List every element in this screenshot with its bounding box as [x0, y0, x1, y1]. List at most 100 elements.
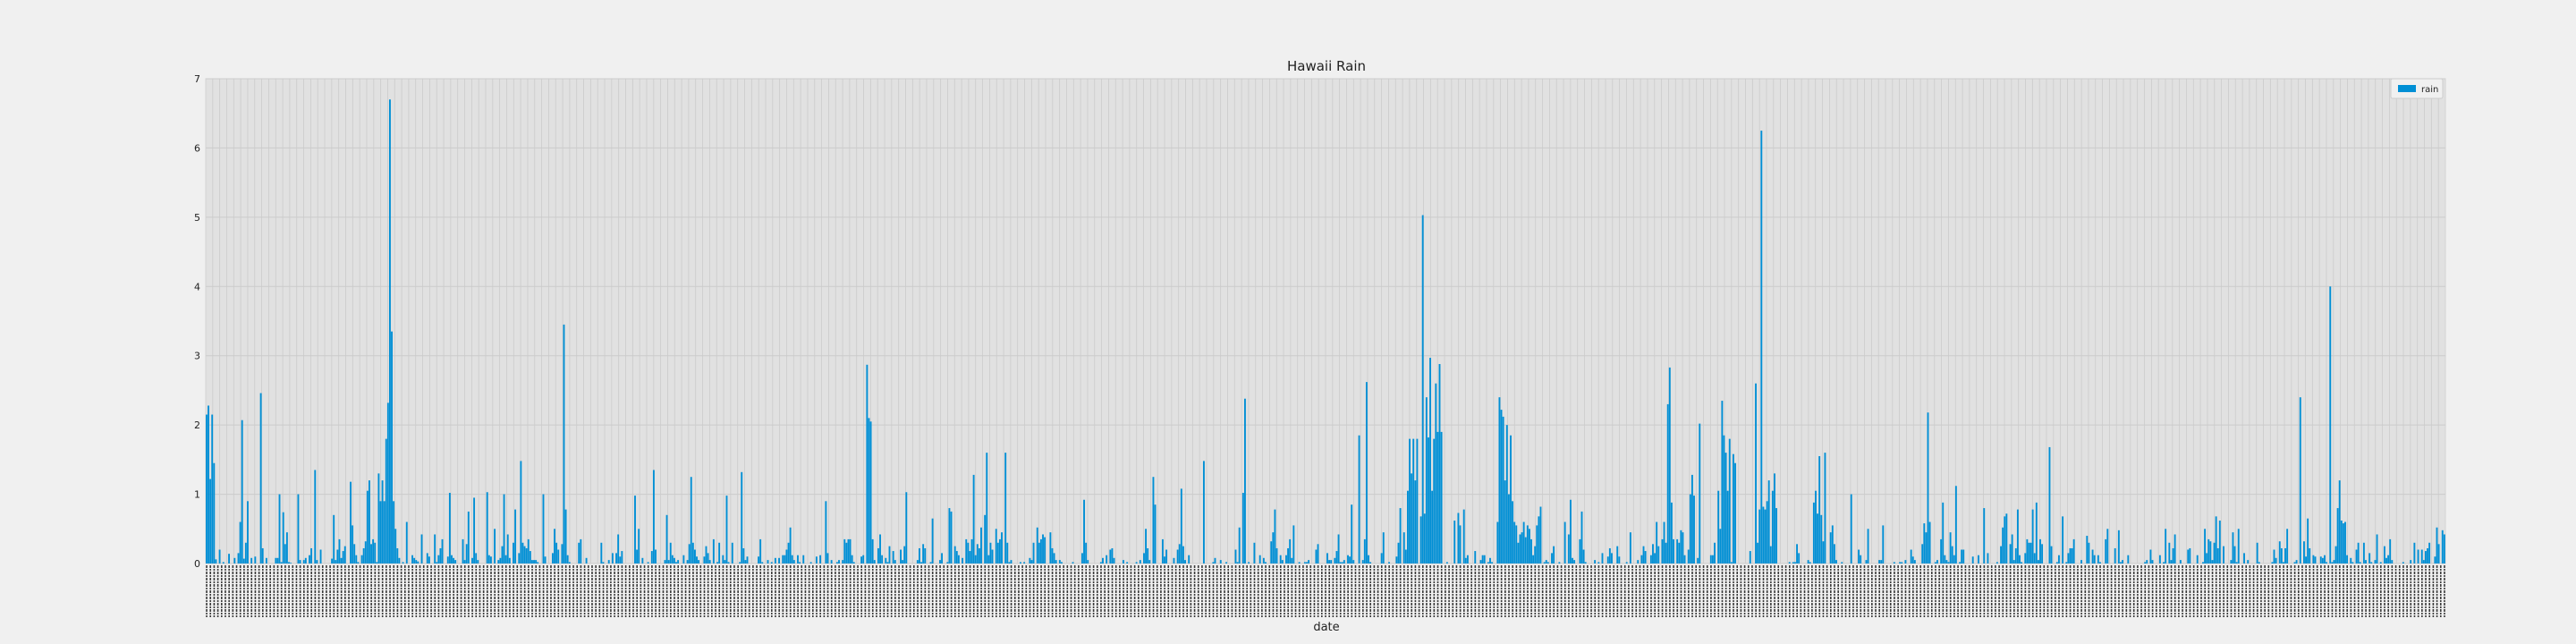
bar-rain	[2179, 560, 2182, 564]
bar-rain	[529, 551, 531, 564]
bar-rain	[1728, 438, 1731, 564]
bar-rain	[1936, 560, 1938, 564]
bar-rain	[254, 556, 257, 564]
bar-rain	[376, 562, 378, 564]
bar-rain	[1039, 538, 1042, 564]
bar-rain	[1601, 553, 1604, 564]
bar-rain	[302, 560, 305, 564]
bar-rain	[2338, 480, 2341, 564]
bar-rain	[1176, 549, 1179, 564]
bar-rain	[2019, 555, 2021, 564]
bar-rain	[1399, 508, 1402, 564]
bar-rain	[712, 538, 715, 564]
bar-rain	[809, 562, 812, 564]
bar-rain	[280, 562, 283, 564]
bar-rain	[1042, 534, 1044, 564]
bar-rain	[1238, 527, 1241, 564]
bar-rain	[2174, 534, 2176, 564]
bar-rain	[1901, 562, 1903, 564]
bar-rain	[2376, 534, 2378, 564]
bar-rain	[2391, 560, 2394, 564]
bar-rain	[2441, 530, 2444, 564]
bar-rain	[1368, 555, 1369, 564]
bar-rain	[1004, 453, 1007, 564]
bar-rain	[705, 546, 708, 564]
bar-rain	[826, 553, 829, 564]
bar-rain	[1058, 560, 1061, 564]
bar-rain	[259, 393, 262, 564]
bar-rain	[2326, 562, 2328, 564]
bar-rain	[1611, 553, 1613, 564]
bar-rain	[357, 562, 360, 564]
bar-rain	[1438, 364, 1441, 564]
bar-rain	[1911, 556, 1914, 564]
bar-rain	[969, 551, 971, 564]
bar-rain	[1921, 544, 1924, 564]
bar-rain	[1723, 435, 1725, 564]
bar-rain	[2187, 549, 2190, 564]
bar-rain	[417, 561, 419, 564]
bar-rain	[309, 555, 310, 564]
bar-rain	[2021, 562, 2023, 564]
bar-rain	[2114, 547, 2116, 564]
bar-rain	[920, 562, 922, 564]
bar-rain	[1051, 547, 1054, 564]
bar-rain	[2088, 542, 2090, 564]
bar-rain	[976, 544, 979, 564]
bar-rain	[2305, 556, 2307, 564]
bar-rain	[634, 496, 636, 564]
bar-rain	[2362, 542, 2365, 564]
bar-rain	[1479, 560, 1482, 564]
bar-rain	[1291, 557, 1293, 564]
bar-rain	[1867, 529, 1869, 564]
bar-rain	[931, 518, 934, 564]
bar-rain	[1878, 560, 1881, 564]
bar-rain	[1032, 542, 1035, 564]
bar-rain	[1008, 562, 1011, 564]
y-tick-label: 7	[194, 73, 200, 85]
bar-rain	[285, 532, 288, 564]
bar-rain	[2428, 542, 2431, 564]
bar-rain	[641, 557, 644, 564]
bar-rain	[1409, 438, 1411, 564]
bar-rain	[770, 562, 773, 564]
bar-rain	[742, 547, 745, 564]
bar-rain	[2387, 555, 2390, 564]
bar-rain	[1060, 562, 1063, 564]
bar-rain	[741, 471, 743, 564]
bar-rain	[568, 562, 571, 564]
bar-rain	[1457, 513, 1460, 564]
bar-rain	[987, 555, 990, 564]
bar-rain	[2389, 538, 2392, 564]
bar-rain	[953, 546, 956, 564]
bar-rain	[237, 553, 240, 564]
bar-rain	[1526, 525, 1529, 564]
bar-rain	[1036, 527, 1038, 564]
bar-rain	[1558, 562, 1561, 564]
bar-rain	[393, 501, 395, 564]
bar-rain	[448, 493, 451, 564]
bar-rain	[636, 549, 639, 564]
bar-rain	[1812, 502, 1815, 564]
bar-rain	[2000, 546, 2003, 564]
bar-rain	[420, 534, 423, 564]
bar-rain	[1147, 547, 1149, 564]
bar-rain	[2012, 560, 2015, 564]
bar-rain	[731, 542, 733, 564]
bar-rain	[2004, 516, 2006, 564]
bar-rain	[1202, 461, 1205, 564]
bar-rain	[1865, 560, 1868, 564]
bar-rain	[1582, 549, 1585, 564]
bar-rain	[1234, 549, 1237, 564]
bar-rain	[2041, 544, 2044, 564]
bar-rain	[2122, 560, 2123, 564]
bar-rain	[2321, 557, 2324, 564]
bar-rain	[1433, 438, 1436, 564]
bar-rain	[2035, 502, 2038, 564]
bar-rain	[506, 534, 509, 564]
bar-rain	[1412, 438, 1415, 564]
bar-rain	[521, 542, 524, 564]
bar-rain	[2303, 541, 2305, 564]
bar-rain	[415, 560, 418, 564]
bar-rain	[2062, 516, 2064, 564]
